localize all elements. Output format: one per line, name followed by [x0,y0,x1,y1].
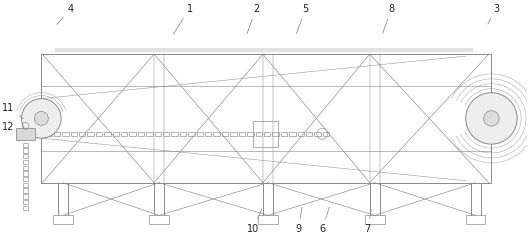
Bar [146,132,153,136]
Bar [239,132,245,136]
Bar [154,132,161,136]
Circle shape [484,111,499,126]
Bar [314,132,321,136]
Text: 6: 6 [319,207,330,234]
Bar [297,132,304,136]
Bar [121,132,127,136]
Bar [323,132,329,136]
Bar [23,200,28,204]
Bar [281,132,287,136]
Bar [264,132,270,136]
Bar [138,132,144,136]
Bar [23,148,28,153]
Bar [70,132,77,136]
Text: 1: 1 [174,4,193,34]
Bar [247,132,253,136]
Bar [230,132,236,136]
Bar [466,215,486,224]
Bar [258,215,278,224]
Bar [104,132,111,136]
Bar [96,132,102,136]
Bar [197,132,203,136]
Bar [205,132,212,136]
Text: 5: 5 [296,4,308,34]
Circle shape [466,93,517,144]
Bar [214,132,220,136]
Bar [289,132,296,136]
Bar [113,132,119,136]
Bar [23,177,28,181]
Bar [149,215,169,224]
Circle shape [22,99,61,138]
Text: 2: 2 [247,4,259,34]
Text: 7: 7 [364,209,371,234]
Bar [87,132,94,136]
Bar [45,132,52,136]
Text: 8: 8 [382,4,395,34]
Bar [79,132,85,136]
Bar [53,215,73,224]
Bar [23,189,28,193]
Bar [306,132,313,136]
Bar [222,132,229,136]
Text: 10: 10 [247,209,262,234]
Bar [23,194,28,198]
Text: 9: 9 [296,207,302,234]
Bar [54,132,60,136]
Bar [23,160,28,164]
Bar [62,132,69,136]
Text: 11: 11 [2,102,23,119]
Bar [23,171,28,176]
Text: 4: 4 [57,4,74,24]
Circle shape [34,111,48,125]
Bar [272,132,279,136]
Bar [253,121,278,147]
Bar [23,154,28,158]
Bar [180,132,186,136]
Bar [188,132,195,136]
Bar [41,54,491,183]
Bar [23,165,28,170]
Bar [23,183,28,187]
Bar [130,132,136,136]
Bar [256,132,262,136]
Text: 3: 3 [488,4,499,24]
Bar [163,132,169,136]
Bar [365,215,385,224]
Bar [23,143,28,147]
Bar [23,206,28,210]
Bar [171,132,178,136]
Bar [16,128,35,140]
Text: 12: 12 [2,122,20,141]
